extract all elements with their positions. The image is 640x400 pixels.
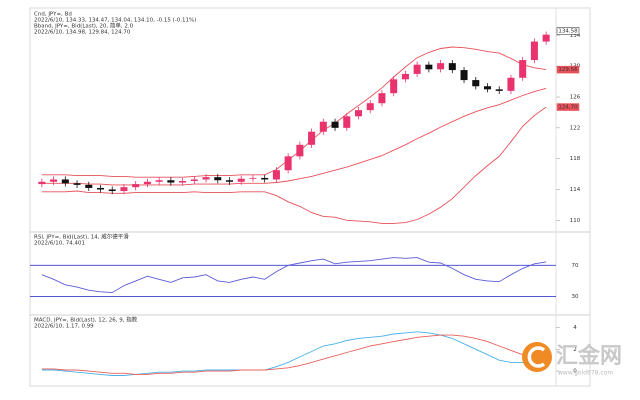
y-tick-label: 126 (570, 95, 581, 101)
candle-body (85, 184, 93, 188)
panel-subtitle: 2022/6/10, 74.401 (34, 241, 85, 247)
watermark-url: www.gold678.com (558, 370, 613, 377)
candle-body (343, 116, 351, 128)
candle-body (155, 180, 163, 182)
watermark-logo (522, 342, 552, 372)
candle-body (73, 183, 81, 185)
candle-body (483, 86, 492, 90)
candle-body (202, 177, 210, 180)
candle-body (390, 79, 398, 94)
y-tick-label: 70 (572, 263, 579, 269)
candle-body (225, 180, 234, 182)
candle-body (460, 70, 468, 81)
candle-body (284, 156, 292, 171)
series-line (41, 331, 547, 376)
candle-body (61, 179, 69, 184)
candle-body (249, 177, 257, 179)
candle-body (96, 187, 105, 190)
candle-body (272, 170, 280, 180)
candle-body (530, 41, 538, 61)
candle-body (108, 189, 116, 192)
candle-body (167, 180, 175, 183)
price-marker-label: 134.58 (558, 28, 578, 34)
candle-body (519, 60, 527, 78)
price-marker-box (556, 65, 580, 74)
panel-title: Cnd, JPY=, Bd (34, 12, 72, 18)
candle-body (472, 80, 480, 87)
candle-body (448, 63, 456, 71)
candle-body (495, 89, 503, 91)
series-line (41, 87, 547, 186)
candle-body (437, 63, 445, 70)
candle-body (143, 181, 151, 185)
candle-body (237, 178, 245, 182)
watermark-text: 汇金网 (556, 343, 622, 369)
watermark: 汇金网 www.gold678.com (522, 342, 622, 377)
candle-body (38, 181, 46, 185)
price-marker-box (556, 103, 580, 111)
candle-body (378, 93, 386, 104)
candle-body (413, 64, 421, 74)
y-tick-label: 30 (572, 294, 579, 300)
panel-subtitle: 2022/6/10, 1.17, 0.99 (34, 324, 94, 330)
y-tick-label: 2 (573, 347, 577, 353)
candle-body (507, 77, 515, 91)
panel-subtitle: 2022/6/10, 134.33, 134.47, 134.04, 134.1… (34, 18, 196, 24)
y-tick-label: 134 (570, 33, 581, 39)
candle-body (331, 121, 339, 128)
candle-body (354, 110, 363, 117)
price-marker-box (556, 27, 580, 35)
candle-body (190, 179, 198, 182)
y-tick-label: 118 (570, 156, 581, 162)
y-tick-label: 110 (570, 218, 581, 224)
candle-body (132, 184, 140, 188)
series-line (41, 46, 547, 178)
series-line (41, 334, 547, 375)
candle-body (366, 103, 374, 111)
candle-body (319, 121, 327, 132)
y-tick-label: 114 (570, 187, 581, 193)
price-marker-label: 124.70 (558, 105, 578, 111)
candle-body (542, 34, 550, 42)
candle-body (120, 187, 128, 192)
panel-subtitle: Bband, JPY=, Bid(Last), 20, 简单, 2.0 (34, 22, 134, 30)
y-tick-label: 4 (573, 325, 577, 331)
frame (29, 7, 591, 387)
y-tick-label: 122 (570, 125, 581, 131)
candle-body (308, 131, 316, 145)
candle-body (425, 64, 433, 70)
candle-body (50, 179, 58, 182)
candle-body (214, 177, 222, 181)
price-marker-label: 129.56 (558, 67, 578, 73)
candle-body (261, 177, 269, 180)
candle-body (296, 144, 304, 157)
series-line (41, 106, 547, 224)
panel-title: RSI, JPY=, Bid(Last), 14, 威尔德平滑 (34, 233, 129, 241)
panel-subtitle: 2022/6/10, 134.98, 129.84, 124.70 (34, 30, 131, 36)
series-line (41, 257, 547, 294)
watermark-logo-c (527, 346, 546, 368)
panel-title: MACD, JPY=, Bid(Last), 12, 26, 9, 指数 (34, 316, 138, 324)
y-tick-label: 0 (573, 369, 577, 375)
candle-body (401, 73, 409, 80)
candle-body (179, 181, 187, 183)
